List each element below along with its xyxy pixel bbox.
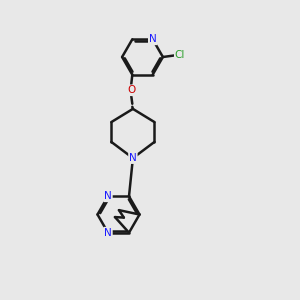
Text: N: N — [129, 153, 137, 163]
Text: N: N — [104, 228, 112, 238]
Text: Cl: Cl — [175, 50, 185, 61]
Text: N: N — [149, 34, 157, 44]
Text: O: O — [127, 85, 135, 95]
Text: N: N — [104, 191, 112, 201]
